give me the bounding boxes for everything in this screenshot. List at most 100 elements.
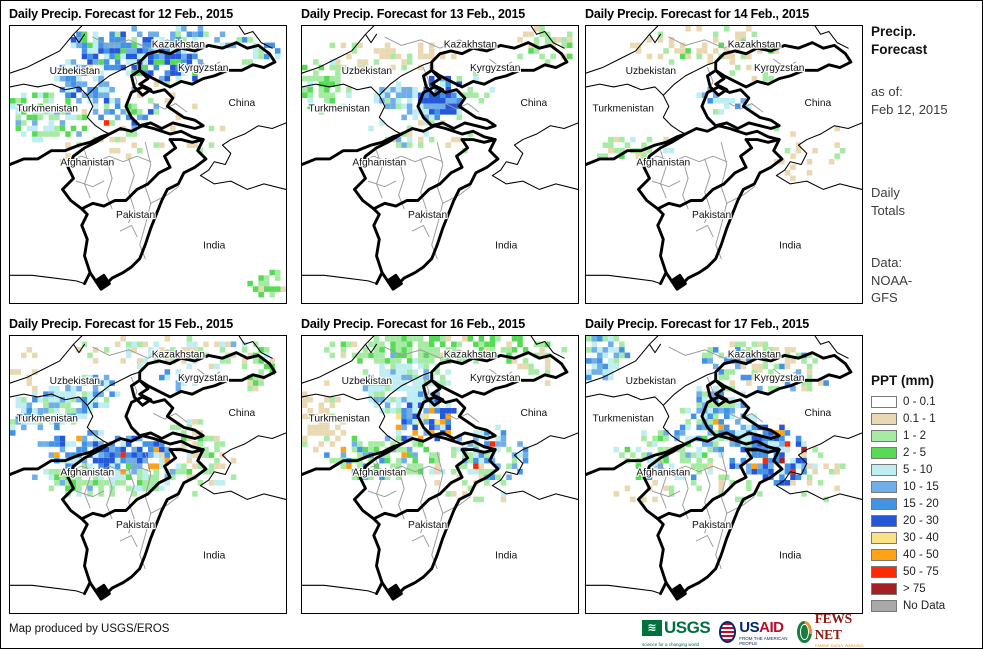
legend-item: 15 - 20 [871, 495, 945, 512]
usgs-tagline: science for a changing world [642, 641, 700, 647]
legend-label: 0 - 0.1 [903, 395, 936, 408]
as-of-block: as of: Feb 12, 2015 [871, 83, 948, 118]
legend-item: > 75 [871, 580, 945, 597]
legend-items: 0 - 0.1 0.1 - 1 1 - 2 2 - 5 5 - 10 10 - 15 15 … [871, 393, 945, 614]
legend-swatch [871, 514, 897, 527]
panel-title: Daily Precip. Forecast for 12 Feb., 2015 [9, 7, 234, 21]
legend-swatch [871, 412, 897, 425]
panel-feb16: Daily Precip. Forecast for 16 Feb., 2015… [301, 317, 581, 614]
legend-item: 30 - 40 [871, 529, 945, 546]
country-label: China [805, 408, 832, 419]
country-label: Turkmenistan [593, 103, 655, 114]
country-label: India [203, 240, 225, 251]
fewsnet-logo: FEWS NET FAMINE EARLY WARNING SYSTEMS NE… [797, 611, 874, 648]
legend-item: 2 - 5 [871, 444, 945, 461]
usgs-logo: ≋ USGS science for a changing world [642, 618, 711, 647]
fewsnet-wordmark: FEWS NET [814, 611, 852, 642]
country-label: Kazakhstan [152, 40, 206, 51]
country-label: Kyrgyzstan [470, 63, 521, 74]
country-label: Kazakhstan [152, 350, 206, 361]
panel-feb13: Daily Precip. Forecast for 13 Feb., 2015… [301, 7, 581, 304]
country-label: Pakistan [408, 520, 447, 531]
panel-feb14: Daily Precip. Forecast for 14 Feb., 2015… [585, 7, 865, 304]
country-label: Pakistan [692, 210, 731, 221]
country-label: Uzbekistan [50, 376, 101, 387]
country-label: Afghanistan [60, 467, 114, 478]
legend-swatch [871, 531, 897, 544]
as-of-label: as of: [871, 84, 903, 99]
panel-feb12: Daily Precip. Forecast for 12 Feb., 2015… [9, 7, 289, 304]
legend-swatch [871, 429, 897, 442]
country-label: India [779, 550, 801, 561]
legend-item: 40 - 50 [871, 546, 945, 563]
legend-item: 50 - 75 [871, 563, 945, 580]
legend-item: No Data [871, 597, 945, 614]
country-label: Kazakhstan [444, 350, 498, 361]
legend-label: 1 - 2 [903, 429, 927, 442]
country-label: Kyrgyzstan [470, 373, 521, 384]
country-label: Afghanistan [352, 467, 406, 478]
sidebar-heading: Precip. Forecast [871, 24, 928, 57]
legend-label: 5 - 10 [903, 463, 933, 476]
data-source-label: Data: [871, 255, 903, 270]
legend-swatch [871, 582, 897, 595]
usaid-seal-icon [719, 621, 737, 643]
country-label: Afghanistan [636, 467, 690, 478]
country-label: Uzbekistan [50, 66, 101, 77]
country-label: Uzbekistan [626, 66, 677, 77]
data-source-block: Data: NOAA- GFS [871, 254, 912, 307]
country-label: Kyrgyzstan [754, 373, 805, 384]
precip-map: Kazakhstan Uzbekistan Turkmenistan Kyrgyzst… [301, 25, 579, 304]
country-label: Turkmenistan [17, 413, 79, 424]
country-label: Afghanistan [60, 157, 114, 168]
legend-swatch [871, 497, 897, 510]
legend-label: 30 - 40 [903, 531, 939, 544]
legend-swatch [871, 463, 897, 476]
map-attribution: Map produced by USGS/EROS [9, 623, 170, 635]
precip-map: Kazakhstan Uzbekistan Turkmenistan Kyrgyzst… [585, 335, 863, 614]
country-label: India [495, 550, 517, 561]
legend-item: 0.1 - 1 [871, 410, 945, 427]
legend-item: 5 - 10 [871, 461, 945, 478]
legend-title: PPT (mm) [871, 373, 935, 388]
usaid-logo: USAID FROM THE AMERICAN PEOPLE [719, 619, 788, 646]
country-label: Kyrgyzstan [178, 63, 229, 74]
country-label: Turkmenistan [309, 103, 371, 114]
country-label: China [805, 98, 832, 109]
data-source-line1: NOAA- [871, 272, 913, 288]
legend-swatch [871, 565, 897, 578]
country-label: India [495, 240, 517, 251]
country-label: Afghanistan [636, 157, 690, 168]
daily-totals-line1: Daily [871, 185, 900, 200]
legend-label: No Data [903, 599, 946, 612]
country-label: China [521, 408, 548, 419]
country-label: Kazakhstan [728, 350, 782, 361]
panel-title: Daily Precip. Forecast for 13 Feb., 2015 [301, 7, 526, 21]
country-label: Uzbekistan [626, 376, 677, 387]
legend-swatch [871, 548, 897, 561]
country-label: Kazakhstan [728, 40, 782, 51]
legend-label: 0.1 - 1 [903, 412, 936, 425]
legend-swatch [871, 446, 897, 459]
country-label: China [521, 98, 548, 109]
usaid-wordmark: USAID [739, 618, 784, 636]
country-label: Pakistan [408, 210, 447, 221]
panel-title: Daily Precip. Forecast for 17 Feb., 2015 [585, 317, 810, 331]
country-label: Kyrgyzstan [754, 63, 805, 74]
ppt-legend: PPT (mm) 0 - 0.1 0.1 - 1 1 - 2 2 - 5 5 - 10 1… [871, 373, 945, 614]
legend-label: 15 - 20 [903, 497, 939, 510]
legend-item: 20 - 30 [871, 512, 945, 529]
data-source-line2: GFS [871, 290, 898, 306]
country-label: Turkmenistan [593, 413, 655, 424]
legend-swatch [871, 480, 897, 493]
panel-title: Daily Precip. Forecast for 16 Feb., 2015 [301, 317, 526, 331]
precip-map: Kazakhstan Uzbekistan Turkmenistan Kyrgyzst… [585, 25, 863, 304]
logo-row: ≋ USGS science for a changing world USAI… [642, 611, 874, 648]
precip-map: Kazakhstan Uzbekistan Turkmenistan Kyrgyzst… [301, 335, 579, 614]
panel-title: Daily Precip. Forecast for 14 Feb., 2015 [585, 7, 810, 21]
legend-item: 1 - 2 [871, 427, 945, 444]
legend-label: 50 - 75 [903, 565, 939, 578]
daily-totals-line2: Totals [871, 202, 905, 218]
usaid-tagline: FROM THE AMERICAN PEOPLE [739, 635, 788, 646]
country-label: Uzbekistan [342, 376, 393, 387]
